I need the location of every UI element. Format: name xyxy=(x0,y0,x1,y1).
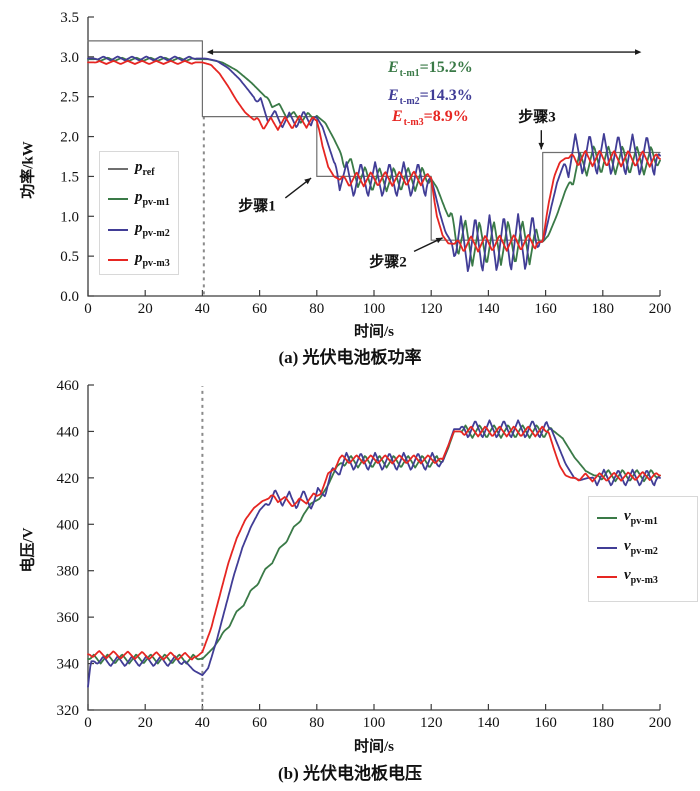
y-tick-label: 340 xyxy=(57,657,80,673)
legend-item-p-pv-m2: ppv-m2 xyxy=(108,220,170,239)
arrow-head xyxy=(435,237,443,244)
x-tick-label: 160 xyxy=(534,301,557,317)
y-tick-label: 440 xyxy=(57,424,80,440)
series-v_pv-m3 xyxy=(87,425,661,661)
legend-label: vpv-m1 xyxy=(624,508,658,527)
x-tick-label: 80 xyxy=(309,715,324,731)
arrow-head xyxy=(304,178,312,185)
p-pv-m1-line-swatch xyxy=(108,198,128,200)
legend-label: pref xyxy=(135,159,155,178)
x-tick-label: 40 xyxy=(195,301,210,317)
legend-item-v-pv-m1: vpv-m1 xyxy=(597,508,658,527)
x-tick-label: 200 xyxy=(649,301,672,317)
y-tick-label: 3.0 xyxy=(60,50,79,66)
x-tick-label: 20 xyxy=(138,715,153,731)
series-v_pv-m2 xyxy=(87,419,661,688)
x-tick-label: 180 xyxy=(592,715,615,731)
arrow-head xyxy=(206,49,214,55)
v-pv-m2-line-swatch xyxy=(597,547,617,549)
legend-item-v-pv-m2: vpv-m2 xyxy=(597,538,658,557)
x-tick-label: 180 xyxy=(592,301,615,317)
x-tick-label: 100 xyxy=(363,301,386,317)
p-pv-m2-line-swatch xyxy=(108,229,128,231)
legend-label: ppv-m3 xyxy=(135,250,170,269)
x-tick-label: 140 xyxy=(477,301,500,317)
power-y-axis-title: 功率/kW xyxy=(20,141,37,199)
legend-label: vpv-m3 xyxy=(624,567,658,586)
arrow-head xyxy=(635,49,642,55)
y-tick-label: 400 xyxy=(57,517,80,533)
y-tick-label: 0.0 xyxy=(60,289,79,305)
efficiency-label-m1: Et-m1=15.2% xyxy=(388,59,473,80)
legend-item-p-pv-m1: ppv-m1 xyxy=(108,189,170,208)
y-tick-label: 0.5 xyxy=(60,249,79,265)
series-p_pv-m2 xyxy=(87,55,661,273)
v-pv-m1-line-swatch xyxy=(597,517,617,519)
y-tick-label: 380 xyxy=(57,564,80,580)
x-tick-label: 100 xyxy=(363,715,386,731)
power-legend: pref ppv-m1 ppv-m2 ppv-m3 xyxy=(99,151,179,275)
voltage-x-axis-title: 时间/s xyxy=(353,739,394,755)
legend-label: ppv-m2 xyxy=(135,220,170,239)
series-v_pv-m1 xyxy=(87,424,661,665)
y-tick-label: 1.0 xyxy=(60,209,79,225)
step3-label: 步骤3 xyxy=(518,109,556,126)
step1-label: 步骤1 xyxy=(238,198,276,215)
x-tick-label: 160 xyxy=(534,715,557,731)
legend-item-p-ref: pref xyxy=(108,159,155,178)
x-tick-label: 0 xyxy=(84,301,92,317)
x-tick-label: 120 xyxy=(420,301,443,317)
x-tick-label: 60 xyxy=(252,301,267,317)
y-tick-label: 460 xyxy=(57,378,80,394)
series-p_pv-m3 xyxy=(87,60,661,253)
legend-label: ppv-m1 xyxy=(135,189,170,208)
x-tick-label: 0 xyxy=(84,715,92,731)
x-tick-label: 200 xyxy=(649,715,672,731)
legend-item-p-pv-m3: ppv-m3 xyxy=(108,250,170,269)
voltage-y-axis-title: 电压/V xyxy=(20,527,37,573)
x-tick-label: 120 xyxy=(420,715,443,731)
caption-a: (a) 光伏电池板功率 xyxy=(278,348,422,367)
v-pv-m3-line-swatch xyxy=(597,576,617,578)
p-ref-line-swatch xyxy=(108,168,128,170)
y-tick-label: 360 xyxy=(57,610,80,626)
y-tick-label: 420 xyxy=(57,471,80,487)
y-tick-label: 320 xyxy=(57,703,80,719)
voltage-legend: vpv-m1 vpv-m2 vpv-m3 xyxy=(588,496,698,602)
y-tick-label: 3.5 xyxy=(60,10,79,26)
voltage-chart: 0 20 40 60 80 100 120 140 160 180 200 320 340 360 380 4… xyxy=(57,378,672,731)
y-tick-label: 2.0 xyxy=(60,130,79,146)
power-chart: 0 20 40 60 80 100 120 140 160 180 200 0.0 0.5 1.0 1.5 2… xyxy=(60,10,671,317)
y-tick-label: 1.5 xyxy=(60,169,79,185)
x-tick-label: 140 xyxy=(477,715,500,731)
p-pv-m3-line-swatch xyxy=(108,259,128,261)
x-tick-label: 80 xyxy=(309,301,324,317)
step2-label: 步骤2 xyxy=(369,254,407,271)
efficiency-label-m2: Et-m2=14.3% xyxy=(388,87,473,108)
x-tick-label: 20 xyxy=(138,301,153,317)
legend-item-v-pv-m3: vpv-m3 xyxy=(597,567,658,586)
y-tick-label: 2.5 xyxy=(60,90,79,106)
efficiency-label-m3: Et-m3=8.9% xyxy=(392,108,469,129)
arrow-head xyxy=(538,142,545,150)
power-x-axis-title: 时间/s xyxy=(353,324,394,340)
legend-label: vpv-m2 xyxy=(624,538,658,557)
x-tick-label: 40 xyxy=(195,715,210,731)
caption-b: (b) 光伏电池板电压 xyxy=(277,764,423,783)
x-tick-label: 60 xyxy=(252,715,267,731)
